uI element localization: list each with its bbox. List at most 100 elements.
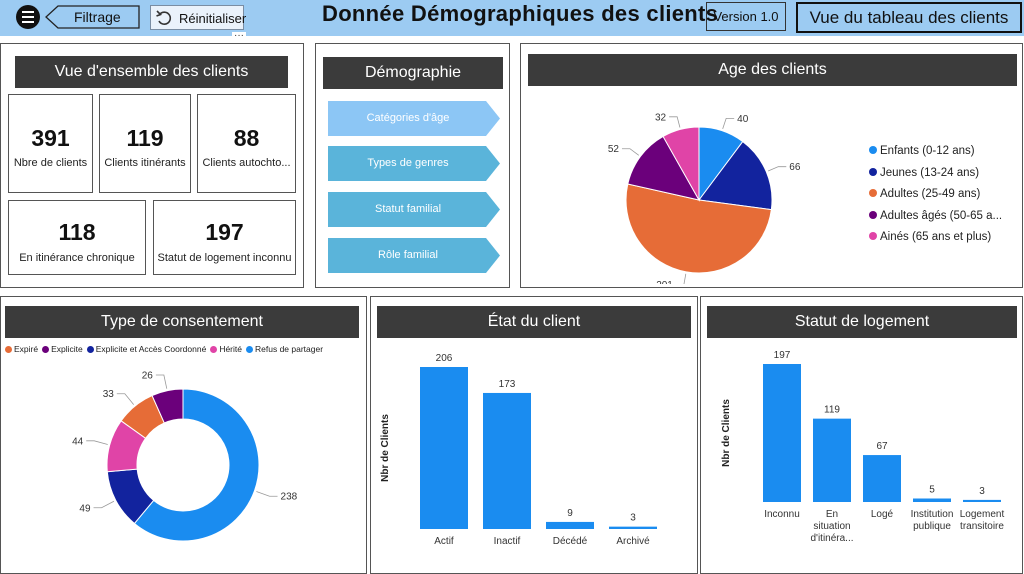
data-label: 119 (824, 405, 840, 416)
kpi-label: Statut de logement inconnu (157, 252, 292, 264)
button-label: Rôle familial (378, 249, 438, 261)
legend-item[interactable]: Expiré (5, 344, 38, 354)
back-arrow-icon (45, 5, 140, 29)
data-label: 26 (142, 371, 154, 382)
data-label: 33 (103, 389, 115, 400)
x-tick-label: publique (913, 521, 951, 532)
kpi-value: 391 (31, 125, 70, 151)
legend-item[interactable]: Adultes âgés (50-65 a... (869, 210, 1002, 222)
pie-slice[interactable] (662, 126, 700, 202)
x-tick-label: Inactif (494, 536, 521, 547)
bar[interactable] (913, 498, 951, 502)
state-title: État du client (377, 306, 691, 338)
data-label: 9 (567, 508, 573, 519)
pie-slice[interactable] (625, 183, 772, 274)
age-pie-chart[interactable]: 40 66 201 52 32 (521, 84, 851, 284)
consent-title: Type de consentement (5, 306, 359, 338)
legend-item[interactable]: Hérité (210, 344, 242, 354)
data-label: 201 (656, 280, 673, 284)
kpi-chronic-homelessness: 118 En itinérance chronique (8, 200, 146, 275)
housing-bar-chart[interactable]: Nbr de Clients 197 Inconnu 119 Ensituationd'… (701, 339, 1022, 574)
legend-item[interactable]: Refus de partager (246, 344, 323, 354)
legend-label: Adultes âgés (50-65 a... (880, 209, 1003, 222)
reset-label: Réinitialiser (179, 11, 247, 26)
x-tick-label: Actif (434, 536, 454, 547)
leader-line (621, 148, 640, 156)
legend-dot (246, 346, 253, 353)
overview-title: Vue d'ensemble des clients (15, 56, 288, 88)
bar[interactable] (763, 364, 801, 502)
data-label: 197 (774, 350, 791, 361)
kpi-value: 118 (58, 219, 96, 245)
legend-item[interactable]: Explicite (42, 344, 83, 354)
arrow-shape (328, 192, 500, 227)
legend-dot (869, 210, 877, 219)
legend-dot (869, 189, 877, 197)
leader-line (116, 393, 134, 405)
data-label: 238 (281, 492, 298, 503)
bar[interactable] (420, 367, 468, 529)
reset-button[interactable]: Réinitialiser (150, 5, 247, 30)
legend-label: Ainés (65 ans et plus) (880, 231, 992, 243)
arrow-shape (328, 146, 500, 181)
legend-item[interactable]: Jeunes (13-24 ans) (869, 167, 979, 179)
legend-item[interactable]: Adultes (25-49 ans) (869, 188, 980, 200)
legend-label: Enfants (0-12 ans) (880, 145, 975, 157)
button-label: Statut familial (374, 203, 442, 215)
legend-label: Refus de partager (255, 344, 324, 354)
consent-donut-chart[interactable]: 238 49 44 33 26 (1, 359, 368, 574)
leader-line (767, 166, 787, 172)
bar[interactable] (863, 455, 901, 502)
leader-line (683, 273, 687, 284)
undo-icon (156, 10, 172, 25)
x-tick-label: Logement (960, 509, 1005, 520)
age-title: Age des clients (528, 54, 1017, 86)
kpi-value: 197 (205, 219, 244, 245)
x-tick-label: Décédé (553, 536, 588, 547)
age-categories-button[interactable]: Catégories d'âge (328, 101, 500, 136)
legend-item[interactable]: Ainés (65 ans et plus) (869, 231, 991, 243)
demography-panel: Démographie Catégories d'âge Types de ge… (315, 43, 510, 288)
data-label: 49 (79, 503, 91, 514)
state-panel: État du client Nbr de Clients 206 Actif 173… (370, 296, 698, 574)
legend-dot (869, 146, 877, 154)
filter-back-label: Filtrage (74, 9, 121, 25)
pie-slice[interactable] (698, 140, 773, 211)
pie-slice[interactable] (151, 388, 184, 424)
data-label: 173 (499, 379, 516, 390)
kpi-value: 119 (126, 125, 164, 151)
filter-back-button[interactable]: Filtrage (44, 5, 140, 29)
gender-types-button[interactable]: Types de genres (328, 146, 500, 181)
bar[interactable] (483, 392, 531, 529)
dashboard-view-button[interactable]: Vue du tableau des clients (796, 2, 1022, 33)
menu-icon[interactable] (16, 5, 40, 29)
x-tick-label: En (826, 509, 838, 520)
legend-dot (869, 167, 877, 176)
family-status-button[interactable]: Statut familial (328, 192, 500, 227)
leader-line (669, 116, 681, 128)
button-label: Catégories d'âge (366, 112, 450, 124)
x-tick-label: d'itinéra... (810, 533, 853, 544)
bar[interactable] (546, 521, 594, 529)
bar[interactable] (813, 418, 851, 502)
kpi-indigenous-clients: 88 Clients autochto... (197, 94, 296, 193)
data-label: 40 (737, 114, 749, 125)
family-role-button[interactable]: Rôle familial (328, 238, 500, 273)
legend-label: Explicite (51, 344, 83, 354)
y-axis-label: Nbr de Clients (721, 399, 732, 467)
legend-item[interactable]: Enfants (0-12 ans) (869, 145, 975, 157)
bar[interactable] (609, 526, 657, 529)
x-tick-label: Archivé (616, 536, 650, 547)
more-options-icon[interactable]: ··· (232, 30, 246, 41)
pie-slice[interactable] (133, 388, 260, 542)
page-title: Donnée Démographiques des clients (322, 1, 719, 26)
y-axis-label: Nbr de Clients (380, 414, 391, 482)
legend-label: Jeunes (13-24 ans) (880, 166, 980, 179)
x-tick-label: Institution (911, 509, 954, 520)
bar[interactable] (963, 499, 1001, 502)
pie-slice[interactable] (627, 135, 700, 201)
legend-item[interactable]: Explicite et Accès Coordonné (86, 344, 206, 354)
kpi-label: En itinérance chronique (19, 252, 135, 264)
state-bar-chart[interactable]: Nbr de Clients 206 Actif 173 Inactif 9 Décédé 3… (371, 339, 697, 574)
